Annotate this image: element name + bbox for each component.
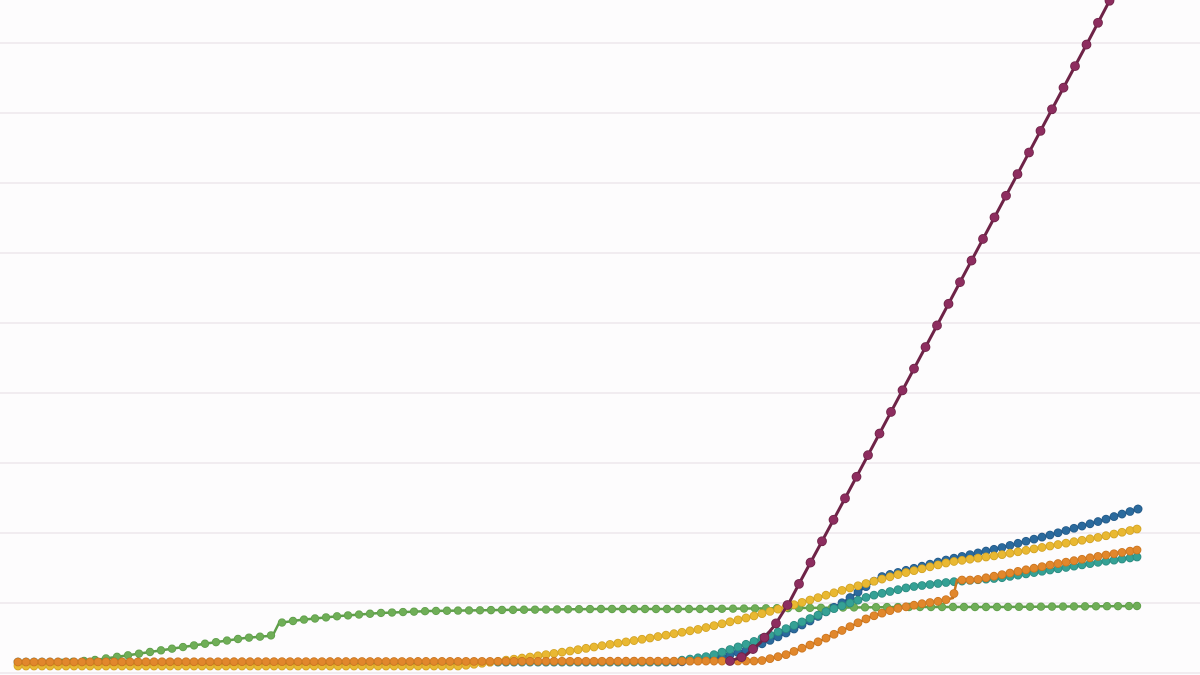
series-blue: [13, 504, 1143, 667]
series-purple: [725, 0, 1115, 666]
gridlines: [0, 42, 1200, 674]
series-orange: [13, 545, 1142, 667]
